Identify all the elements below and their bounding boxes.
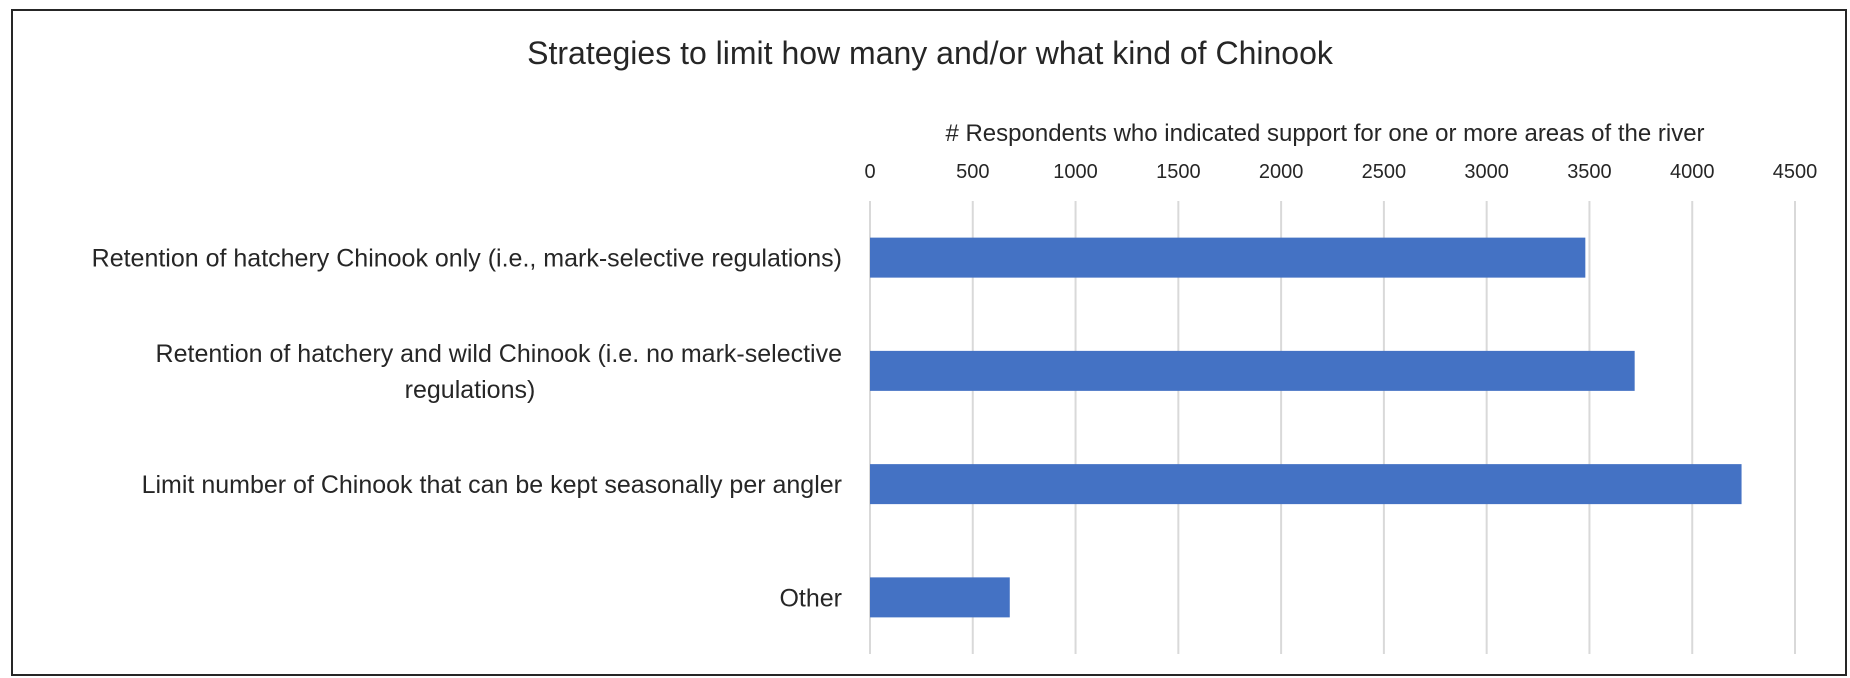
category-label: Retention of hatchery and wild Chinook (… [156,340,842,368]
category-label: Limit number of Chinook that can be kept… [142,471,842,499]
category-label: Retention of hatchery Chinook only (i.e.… [92,245,842,273]
category-label: Other [779,584,842,612]
chart-title: Strategies to limit how many and/or what… [527,35,1334,71]
x-tick-label: 4500 [1773,161,1818,183]
x-tick-label: 4000 [1670,161,1715,183]
category-label: regulations) [405,376,536,404]
bar [870,350,1635,391]
bar [870,577,1010,618]
chart-frame [11,9,1847,676]
x-tick-labels: 0 500 1000 1500 2000 2500 3000 3500 4000 4500 [864,161,1817,183]
x-tick-label: 2000 [1259,161,1304,183]
category-labels: Retention of hatchery Chinook only (i.e.… [92,245,842,613]
x-tick-label: 1500 [1156,161,1201,183]
x-tick-label: 0 [864,161,875,183]
bar [870,237,1586,278]
x-tick-label: 3000 [1464,161,1509,183]
x-tick-label: 2500 [1362,161,1407,183]
x-tick-label: 3500 [1567,161,1612,183]
x-axis-title: # Respondents who indicated support for … [945,120,1704,147]
x-tick-label: 1000 [1053,161,1098,183]
x-tick-label: 500 [956,161,989,183]
bar [870,464,1742,505]
bars [870,237,1742,618]
